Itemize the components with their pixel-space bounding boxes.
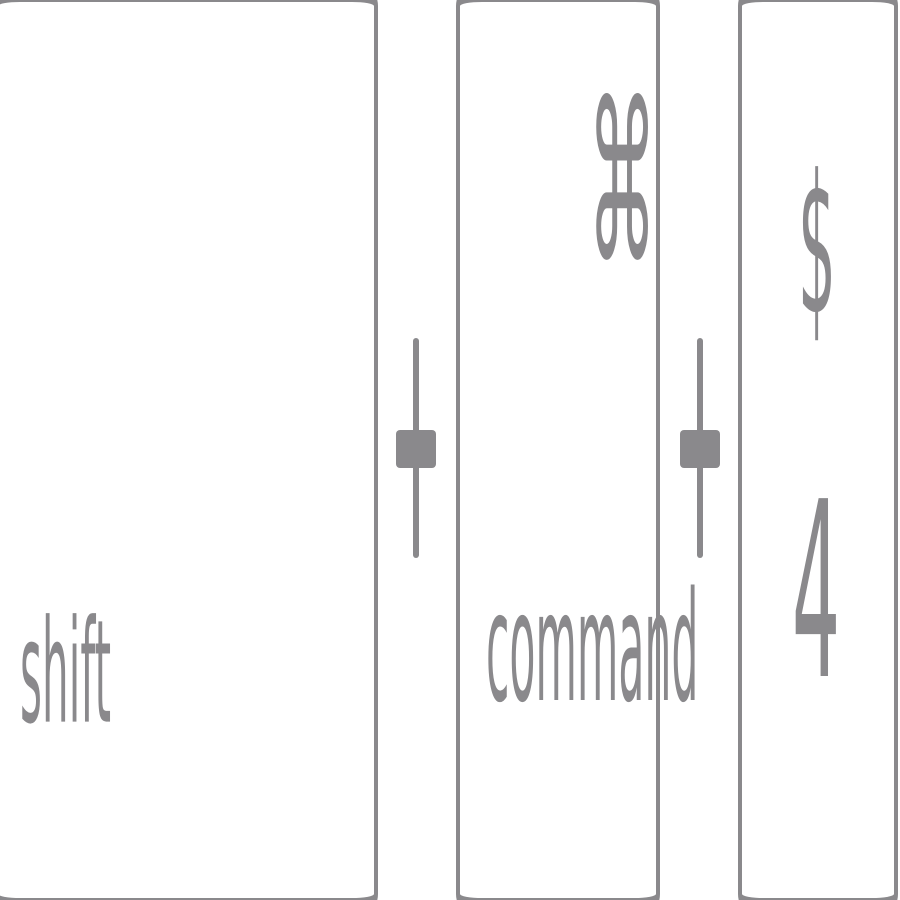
dollar-symbol: $ <box>798 134 836 358</box>
four-key: $ 4 <box>738 0 898 900</box>
four-key-label: 4 <box>792 450 841 734</box>
command-key-label: command <box>486 558 699 736</box>
plus-icon <box>680 338 720 558</box>
plus-icon-horizontal-bar <box>680 430 720 468</box>
shift-key-label: shift <box>20 591 112 758</box>
command-icon: ⌘ <box>588 56 657 312</box>
command-key: ⌘ command <box>456 0 698 900</box>
shift-key: shift <box>0 0 378 900</box>
plus-icon-horizontal-bar <box>396 430 436 468</box>
plus-icon <box>396 338 436 558</box>
